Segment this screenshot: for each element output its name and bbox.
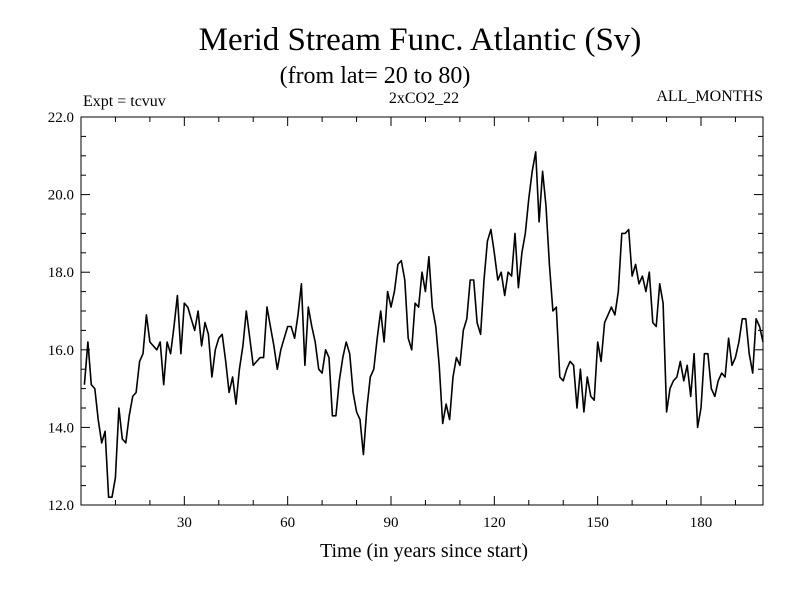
x-tick-label: 30 — [177, 515, 192, 531]
y-tick-label: 16.0 — [48, 343, 74, 359]
axis-ticks — [81, 116, 763, 506]
y-tick-label: 18.0 — [48, 265, 74, 281]
x-tick-label: 120 — [483, 515, 506, 531]
run-label: 2xCO2_22 — [389, 90, 459, 107]
axis-tick-labels: 30 60 90 120 150 180 12.0 14.0 16.0 18.0 20.0 22.0 — [48, 110, 713, 531]
x-axis-label: Time (in years since start) — [320, 540, 528, 562]
y-tick-label: 20.0 — [48, 188, 74, 204]
x-tick-label: 90 — [384, 515, 399, 531]
series-line — [83, 151, 764, 498]
chart-subtitle: (from lat= 20 to 80) — [280, 63, 471, 89]
experiment-label: Expt = tcvuv — [83, 93, 166, 110]
chart-title: Merid Stream Func. Atlantic (Sv) — [199, 22, 642, 58]
x-tick-label: 60 — [280, 515, 295, 531]
x-tick-label: 150 — [586, 515, 609, 531]
y-tick-label: 22.0 — [48, 110, 74, 126]
x-tick-label: 180 — [690, 515, 713, 531]
y-tick-label: 14.0 — [48, 420, 74, 436]
months-label: ALL_MONTHS — [656, 88, 763, 105]
y-tick-label: 12.0 — [48, 498, 74, 514]
